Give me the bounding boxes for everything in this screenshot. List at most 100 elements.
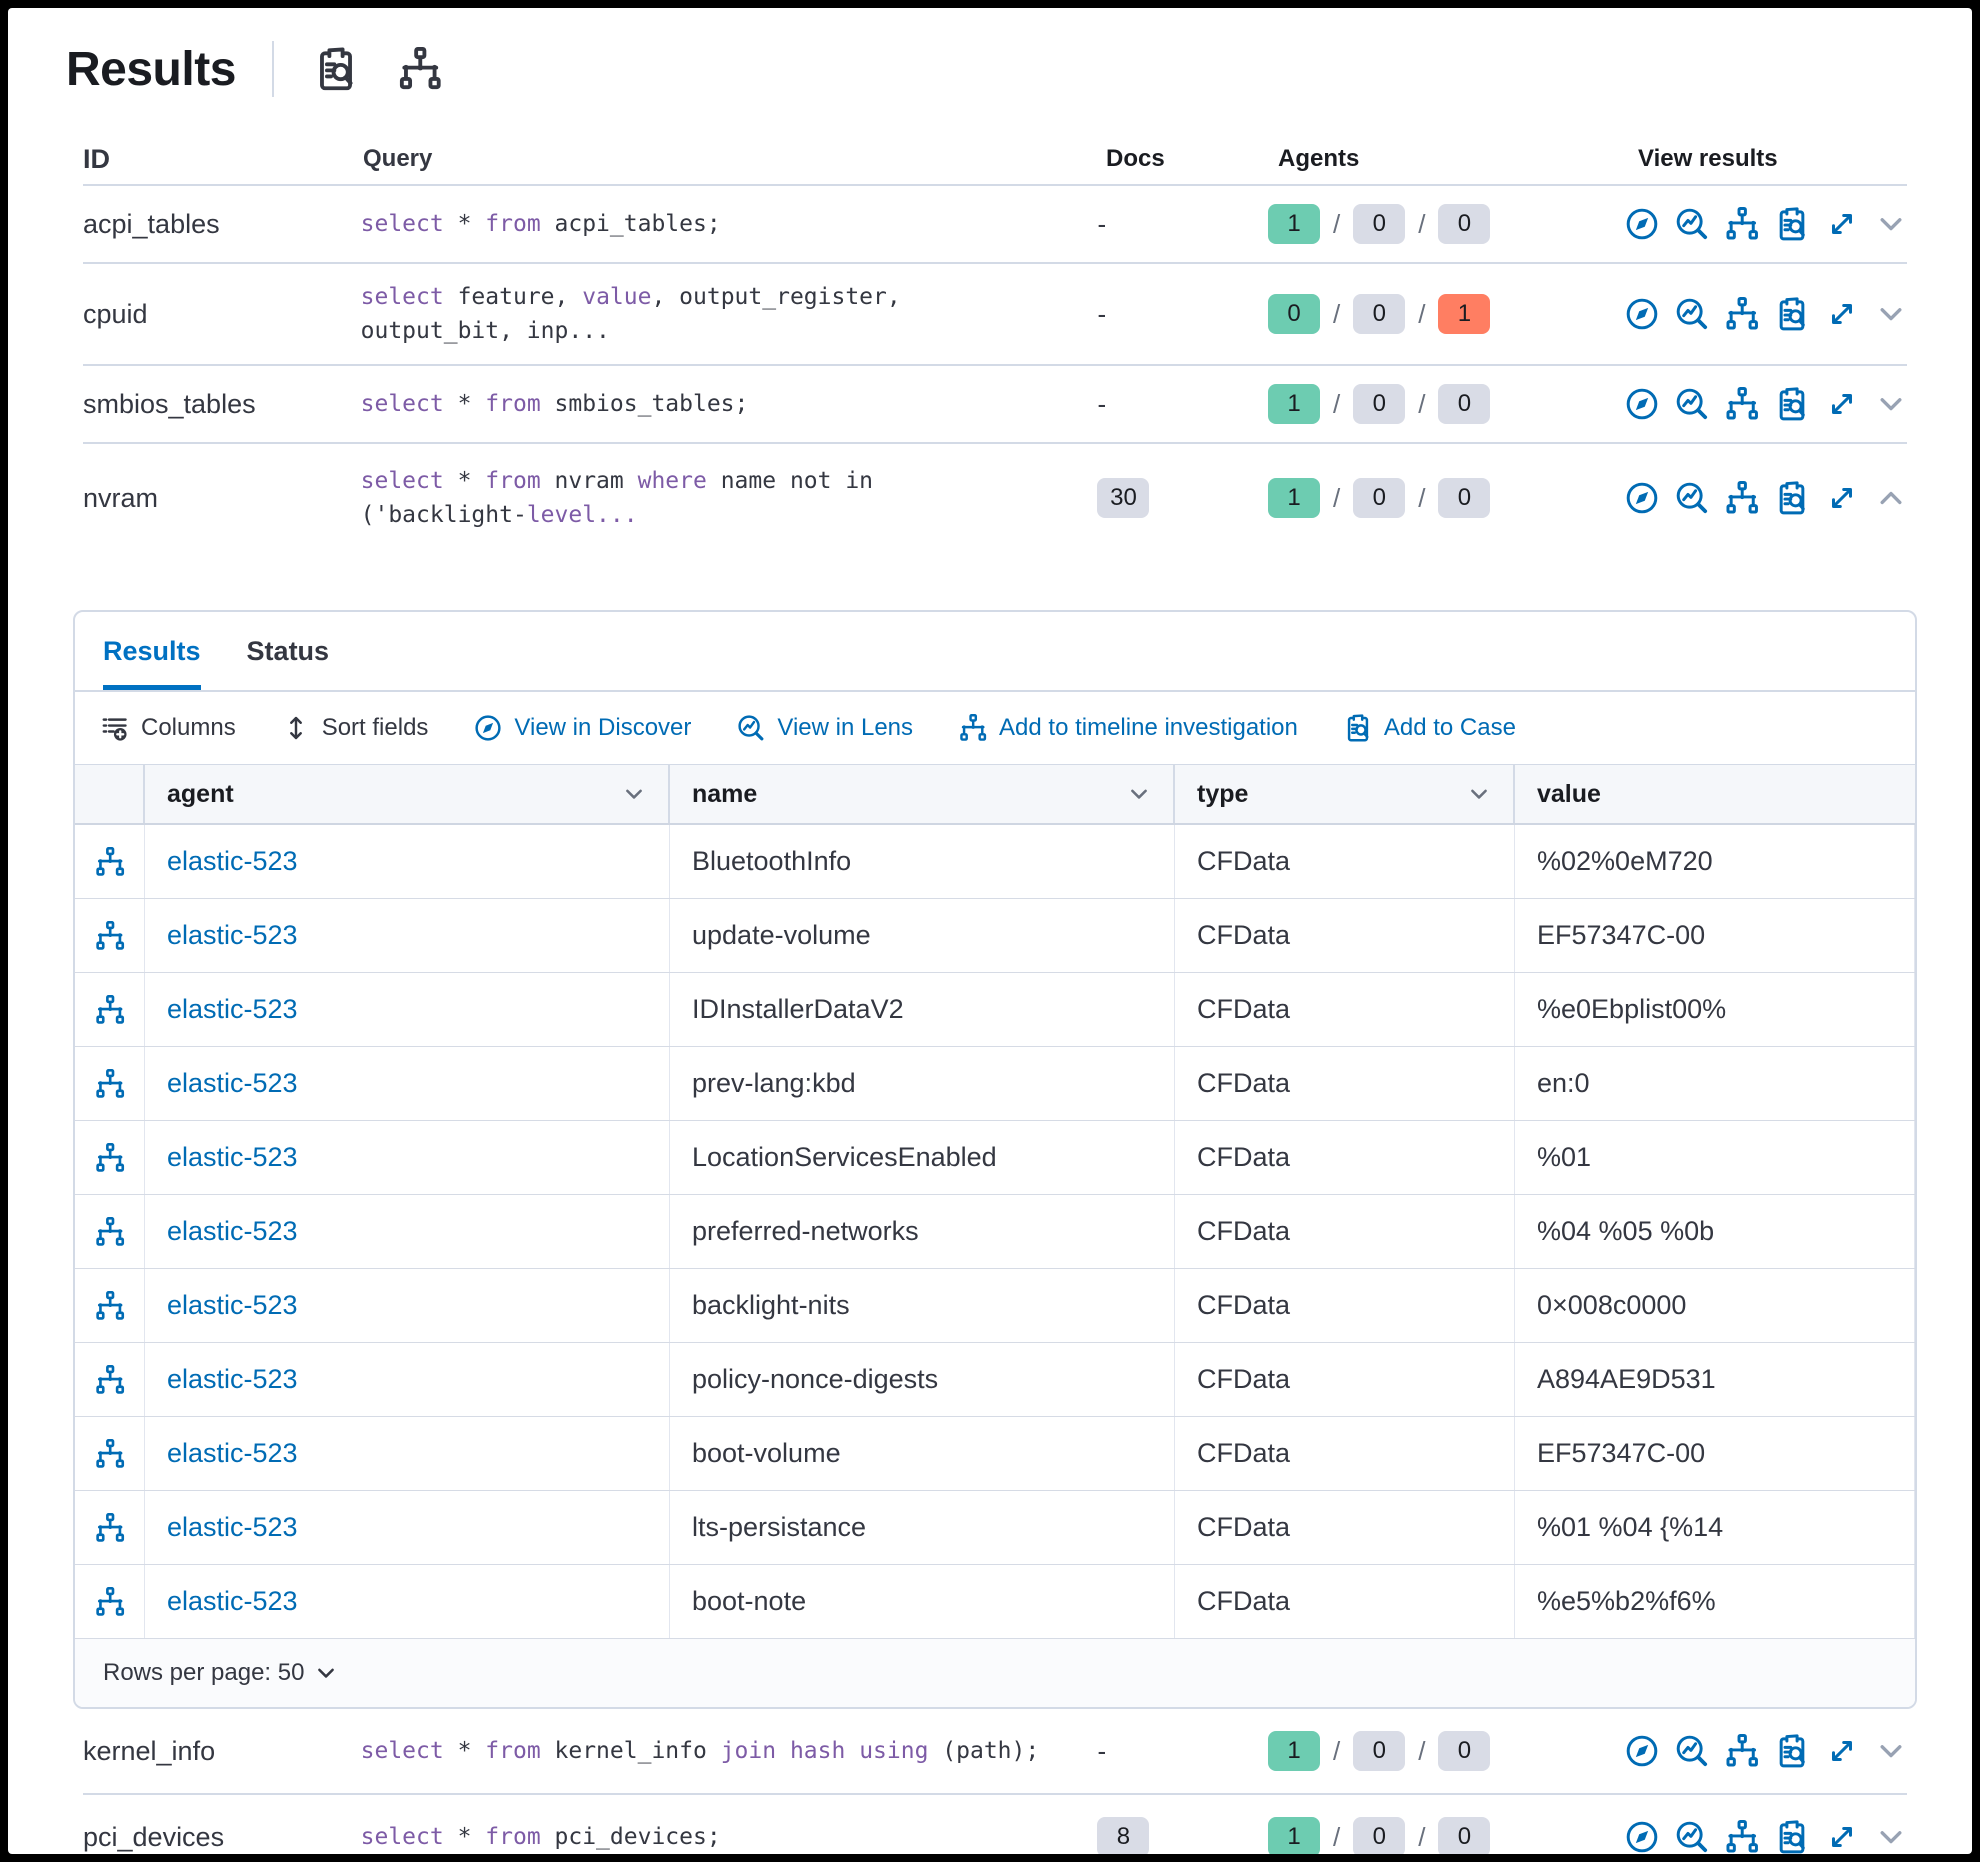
view-results-actions [1625, 297, 1907, 331]
agent-link[interactable]: elastic-523 [167, 1364, 298, 1394]
add-to-timeline-icon[interactable] [1725, 481, 1759, 515]
view-in-lens-icon[interactable] [1675, 481, 1709, 515]
chevron-down-icon[interactable] [622, 782, 646, 806]
add-to-case-icon[interactable] [1775, 1820, 1809, 1854]
add-to-case-icon[interactable] [1775, 207, 1809, 241]
agents-success-badge: 1 [1268, 384, 1321, 424]
expand-icon[interactable] [1825, 1734, 1859, 1768]
chevron-down-icon[interactable] [1875, 298, 1907, 330]
timeline-hierarchy-icon[interactable] [398, 47, 442, 91]
chevron-down-icon[interactable] [1127, 782, 1151, 806]
inspect-clipboard-icon[interactable] [314, 47, 358, 91]
agent-link[interactable]: elastic-523 [167, 1290, 298, 1320]
agents-separator: / [1333, 1821, 1341, 1852]
row-timeline-button[interactable] [75, 1195, 145, 1268]
expand-icon[interactable] [1825, 387, 1859, 421]
row-timeline-button[interactable] [75, 1269, 145, 1342]
row-timeline-button[interactable] [75, 973, 145, 1046]
agent-link[interactable]: elastic-523 [167, 846, 298, 876]
chevron-up-icon[interactable] [1875, 482, 1907, 514]
add-to-case-icon[interactable] [1775, 1734, 1809, 1768]
row-timeline-button[interactable] [75, 899, 145, 972]
add-to-case-button[interactable]: Add to Case [1344, 714, 1516, 742]
view-in-lens-icon[interactable] [1675, 297, 1709, 331]
row-timeline-button[interactable] [75, 1565, 145, 1638]
agents-separator: / [1418, 388, 1426, 419]
view-in-lens-icon[interactable] [1675, 1820, 1709, 1854]
add-to-timeline-icon[interactable] [1725, 1820, 1759, 1854]
agent-link[interactable]: elastic-523 [167, 1438, 298, 1468]
columns-button[interactable]: Columns [101, 714, 236, 742]
agents-separator: / [1333, 482, 1341, 513]
view-in-discover-icon[interactable] [1625, 481, 1659, 515]
agent-link[interactable]: elastic-523 [167, 920, 298, 950]
row-timeline-button[interactable] [75, 1417, 145, 1490]
case-clipboard-icon [1344, 714, 1372, 742]
name-cell: IDInstallerDataV2 [670, 973, 1175, 1046]
query-id: kernel_info [83, 1735, 216, 1766]
chevron-down-icon[interactable] [1467, 782, 1491, 806]
agents-failed-badge: 0 [1438, 384, 1491, 424]
row-timeline-button[interactable] [75, 1047, 145, 1120]
add-to-case-icon[interactable] [1775, 481, 1809, 515]
view-in-lens-icon[interactable] [1675, 1734, 1709, 1768]
type-cell: CFData [1175, 1195, 1515, 1268]
agent-link[interactable]: elastic-523 [167, 1068, 298, 1098]
view-in-discover-icon[interactable] [1625, 1820, 1659, 1854]
view-in-lens-button[interactable]: View in Lens [737, 714, 913, 742]
add-to-timeline-icon[interactable] [1725, 207, 1759, 241]
add-to-timeline-button[interactable]: Add to timeline investigation [959, 714, 1298, 742]
row-timeline-button[interactable] [75, 1491, 145, 1564]
agent-cell: elastic-523 [145, 1417, 670, 1490]
view-in-lens-icon[interactable] [1675, 207, 1709, 241]
agent-link[interactable]: elastic-523 [167, 1142, 298, 1172]
timeline-hierarchy-icon [95, 995, 125, 1025]
agent-link[interactable]: elastic-523 [167, 1586, 298, 1616]
type-cell: CFData [1175, 1417, 1515, 1490]
query-sql: select * from acpi_tables; [360, 210, 721, 237]
row-timeline-button[interactable] [75, 825, 145, 898]
tab-results[interactable]: Results [103, 612, 201, 690]
chevron-down-icon[interactable] [1875, 1735, 1907, 1767]
view-in-lens-icon[interactable] [1675, 387, 1709, 421]
type-cell: CFData [1175, 1269, 1515, 1342]
agent-link[interactable]: elastic-523 [167, 1512, 298, 1542]
view-in-discover-button[interactable]: View in Discover [474, 714, 691, 742]
view-in-discover-icon[interactable] [1625, 297, 1659, 331]
grid-header-type[interactable]: type [1175, 765, 1515, 823]
grid-header-name[interactable]: name [670, 765, 1175, 823]
agents-failed-badge: 0 [1438, 478, 1491, 518]
timeline-hierarchy-icon [95, 1587, 125, 1617]
result-row: elastic-523 IDInstallerDataV2 CFData %e0… [75, 973, 1915, 1047]
chevron-down-icon[interactable] [1875, 208, 1907, 240]
expand-icon[interactable] [1825, 481, 1859, 515]
row-timeline-button[interactable] [75, 1121, 145, 1194]
add-to-case-icon[interactable] [1775, 297, 1809, 331]
add-to-timeline-icon[interactable] [1725, 297, 1759, 331]
chevron-down-icon[interactable] [1875, 388, 1907, 420]
row-timeline-button[interactable] [75, 1343, 145, 1416]
expand-icon[interactable] [1825, 207, 1859, 241]
type-cell: CFData [1175, 1047, 1515, 1120]
view-in-discover-icon[interactable] [1625, 387, 1659, 421]
grid-toolbar: Columns Sort fields View in Discover Vie… [75, 692, 1915, 765]
chevron-down-icon[interactable] [1875, 1821, 1907, 1853]
agent-link[interactable]: elastic-523 [167, 1216, 298, 1246]
add-to-timeline-icon[interactable] [1725, 387, 1759, 421]
tab-status[interactable]: Status [246, 635, 330, 666]
expand-icon[interactable] [1825, 1820, 1859, 1854]
agent-cell: elastic-523 [145, 1195, 670, 1268]
add-to-timeline-icon[interactable] [1725, 1734, 1759, 1768]
expand-icon[interactable] [1825, 297, 1859, 331]
sort-fields-button[interactable]: Sort fields [282, 714, 428, 742]
agent-link[interactable]: elastic-523 [167, 994, 298, 1024]
rows-per-page-button[interactable]: Rows per page: 50 [75, 1639, 1915, 1707]
result-row: elastic-523 backlight-nits CFData 0×008c… [75, 1269, 1915, 1343]
view-in-discover-icon[interactable] [1625, 207, 1659, 241]
grid-header-value[interactable]: value [1537, 779, 1601, 808]
col-header-query: Query [363, 145, 433, 172]
grid-header-agent[interactable]: agent [145, 765, 670, 823]
view-in-discover-icon[interactable] [1625, 1734, 1659, 1768]
agents-failed-badge: 0 [1438, 1731, 1491, 1771]
add-to-case-icon[interactable] [1775, 387, 1809, 421]
